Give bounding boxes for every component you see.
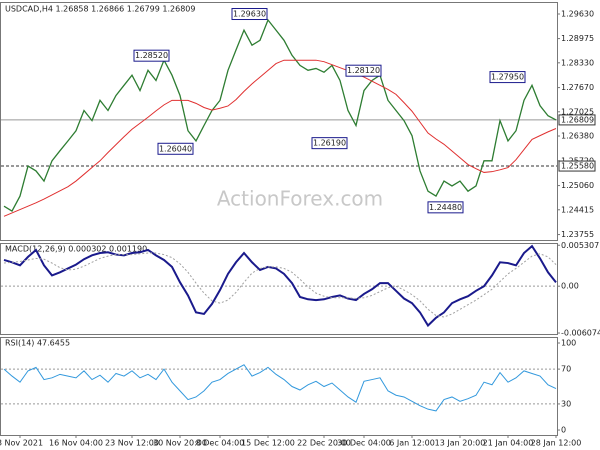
x-tick-label: 22 Dec 20:00 [297,439,351,448]
annotation-box [345,64,382,77]
y-tick-label: 1.29630 [561,10,594,19]
annotation-label: 1.27950 [491,73,524,82]
level-label-box [558,160,596,172]
rsi-title: RSI(14) 47.6455 [5,339,70,348]
annotation-label: 1.26190 [313,139,346,148]
y-tick-label: 0.005307 [561,241,599,250]
y-tick-label: 1.25060 [561,181,594,190]
series-line [3,59,557,217]
y-tick-label: 1.28975 [561,34,594,43]
x-tick-label: 28 Jan 12:00 [531,439,582,448]
annotation-label: 1.26040 [159,144,192,153]
y-tick-label: -0.006074 [561,329,600,338]
level-label: 1.25580 [561,162,594,171]
x-tick-label: 13 Jan 20:00 [435,439,486,448]
x-tick-label: 8 Dec 04:00 [196,439,245,448]
x-tick-label: 23 Nov 12:00 [105,439,159,448]
series-line [3,18,557,213]
series-line [3,244,557,328]
annotation-label: 1.24480 [429,203,462,212]
y-tick-label: 1.27670 [561,83,594,92]
watermark: ActionForex.com [217,187,383,211]
y-tick-label: 100 [561,339,576,348]
annotation-box [133,49,170,62]
annotation-label: 1.28520 [135,51,168,60]
y-tick-label: 1.26380 [561,132,594,141]
annotation-label: 1.29630 [233,10,266,19]
series-line [3,252,557,318]
y-tick-label: 1.27025 [561,107,594,116]
annotation-box [489,71,526,84]
y-tick-label: 30 [561,399,571,408]
level-label: 1.26809 [561,115,594,124]
annotation-box [157,142,194,155]
annotation-box [231,8,268,21]
annotation-box [427,201,464,214]
y-tick-label: 1.28330 [561,58,594,67]
y-tick-label: 70 [561,365,571,374]
macd-title: MACD(12,26,9) 0.000302 0.001190 [5,245,147,254]
rsi-panel [0,337,558,436]
x-tick-label: 6 Jan 12:00 [389,439,435,448]
x-tick-label: 30 Dec 04:00 [337,439,391,448]
y-tick-label: 1.23755 [561,230,594,239]
x-tick-label: 8 Nov 2021 [0,439,43,448]
x-tick-label: 30 Nov 20:00 [153,439,207,448]
series-line [3,364,557,412]
x-tick-label: 21 Jan 04:00 [483,439,534,448]
annotation-label: 1.28120 [347,66,380,75]
price-panel [0,2,558,241]
y-tick-label: 0 [561,426,566,435]
annotation-box [311,137,348,150]
y-tick-label: 1.24415 [561,205,594,214]
x-tick-label: 16 Nov 04:00 [49,439,103,448]
price-title: USDCAD,H4 1.26858 1.26866 1.26799 1.2680… [5,5,195,14]
macd-panel [0,243,558,335]
x-tick-label: 15 Dec 12:00 [241,439,295,448]
level-label-box [558,114,596,126]
y-tick-label: 0.00 [561,282,579,291]
